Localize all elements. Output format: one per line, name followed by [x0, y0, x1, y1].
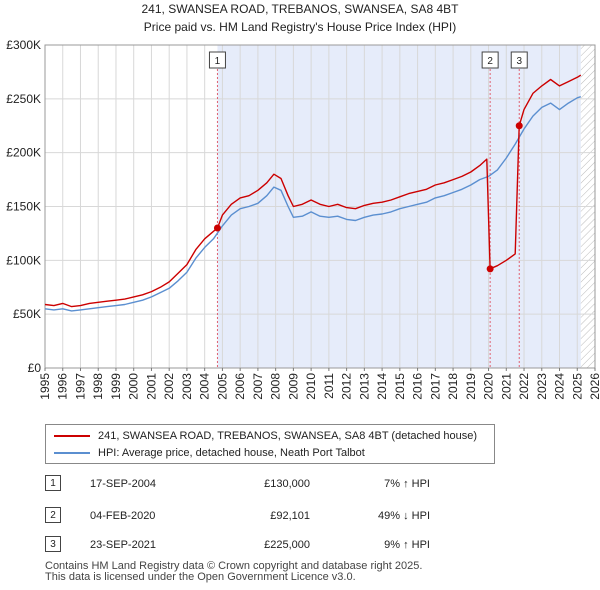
transaction-number: 3	[45, 536, 61, 552]
x-tick-label: 2017	[428, 373, 442, 400]
sale-point	[486, 265, 494, 273]
x-tick-label: 2011	[322, 373, 336, 399]
transaction-number: 2	[45, 507, 61, 523]
y-tick-label: £300K	[6, 38, 41, 52]
sale-point	[213, 224, 221, 232]
y-tick-label: £200K	[6, 146, 41, 160]
x-tick-label: 2014	[375, 373, 389, 400]
x-tick-label: 1997	[73, 373, 87, 400]
sale-marker-box	[208, 51, 226, 69]
x-tick-label: 2026	[588, 373, 600, 400]
x-tick-label: 1998	[91, 373, 105, 400]
x-tick-label: 2025	[570, 373, 584, 400]
plot-frame	[44, 44, 596, 369]
transaction-price: £225,000	[264, 539, 310, 551]
x-tick-label: 2006	[233, 373, 247, 400]
transaction-row: 1 17-SEP-2004 £130,000 7% ↑ HPI	[45, 475, 545, 493]
footer-copyright: Contains HM Land Registry data © Crown c…	[45, 560, 423, 572]
x-tick-label: 2007	[251, 373, 265, 400]
x-tick-label: 1995	[38, 373, 52, 400]
property-price-line	[44, 74, 582, 308]
x-tick-label: 2019	[464, 373, 478, 400]
legend-label-property: 241, SWANSEA ROAD, TREBANOS, SWANSEA, SA…	[98, 430, 478, 442]
y-tick-label: £0	[28, 361, 42, 375]
transaction-price: £92,101	[270, 510, 310, 522]
sale-marker-label: 2	[487, 56, 493, 67]
x-tick-label: 2005	[215, 373, 229, 400]
x-tick-label: 2010	[304, 373, 318, 400]
transaction-hpi: 9% ↑ HPI	[384, 539, 430, 551]
x-tick-label: 2000	[127, 373, 141, 400]
x-tick-label: 2022	[517, 373, 531, 400]
x-tick-label: 2003	[180, 373, 194, 400]
transaction-price: £130,000	[264, 478, 310, 490]
legend-swatch-property	[54, 435, 90, 437]
sale-point	[515, 122, 523, 130]
sale-marker-box	[481, 51, 499, 69]
x-tick-label: 2015	[393, 373, 407, 400]
sale-marker-label: 1	[215, 56, 221, 67]
x-tick-label: 2020	[482, 373, 496, 400]
x-tick-label: 2008	[269, 373, 283, 400]
transaction-hpi: 49% ↓ HPI	[378, 510, 430, 522]
chart-subtitle: Price paid vs. HM Land Registry's House …	[144, 20, 456, 34]
transaction-date: 23-SEP-2021	[90, 539, 157, 551]
x-tick-label: 2001	[144, 373, 158, 400]
sale-marker-box	[510, 51, 528, 69]
y-tick-label: £50K	[13, 307, 41, 321]
x-tick-label: 1999	[109, 373, 123, 400]
transaction-date: 17-SEP-2004	[90, 478, 157, 490]
x-tick-label: 1996	[56, 373, 70, 400]
chart-title: 241, SWANSEA ROAD, TREBANOS, SWANSEA, SA…	[142, 2, 460, 16]
x-tick-label: 2012	[340, 373, 354, 400]
footer-attribution: Contains HM Land Registry data © Crown c…	[45, 561, 422, 583]
legend-label-hpi: HPI: Average price, detached house, Neat…	[98, 447, 365, 459]
sale-marker-label: 3	[516, 56, 522, 67]
footer-license: This data is licensed under the Open Gov…	[45, 571, 356, 583]
transaction-row: 3 23-SEP-2021 £225,000 9% ↑ HPI	[45, 536, 545, 554]
x-tick-label: 2016	[411, 373, 425, 400]
x-tick-label: 2002	[162, 373, 176, 400]
x-tick-label: 2024	[553, 373, 567, 400]
x-tick-label: 2023	[535, 373, 549, 400]
x-tick-label: 2004	[198, 373, 212, 400]
legend-swatch-hpi	[54, 452, 90, 454]
y-tick-label: £100K	[6, 253, 41, 267]
hpi-line	[44, 96, 582, 312]
x-tick-label: 2021	[499, 373, 513, 400]
legend: 241, SWANSEA ROAD, TREBANOS, SWANSEA, SA…	[45, 424, 495, 464]
x-tick-label: 2013	[357, 373, 371, 400]
transaction-number: 1	[45, 475, 61, 491]
y-tick-label: £250K	[6, 92, 41, 106]
transaction-date: 04-FEB-2020	[90, 510, 156, 522]
transaction-row: 2 04-FEB-2020 £92,101 49% ↓ HPI	[45, 507, 545, 525]
y-tick-label: £150K	[6, 200, 41, 214]
transaction-hpi: 7% ↑ HPI	[384, 478, 430, 490]
x-tick-label: 2018	[446, 373, 460, 400]
x-tick-label: 2009	[286, 373, 300, 400]
